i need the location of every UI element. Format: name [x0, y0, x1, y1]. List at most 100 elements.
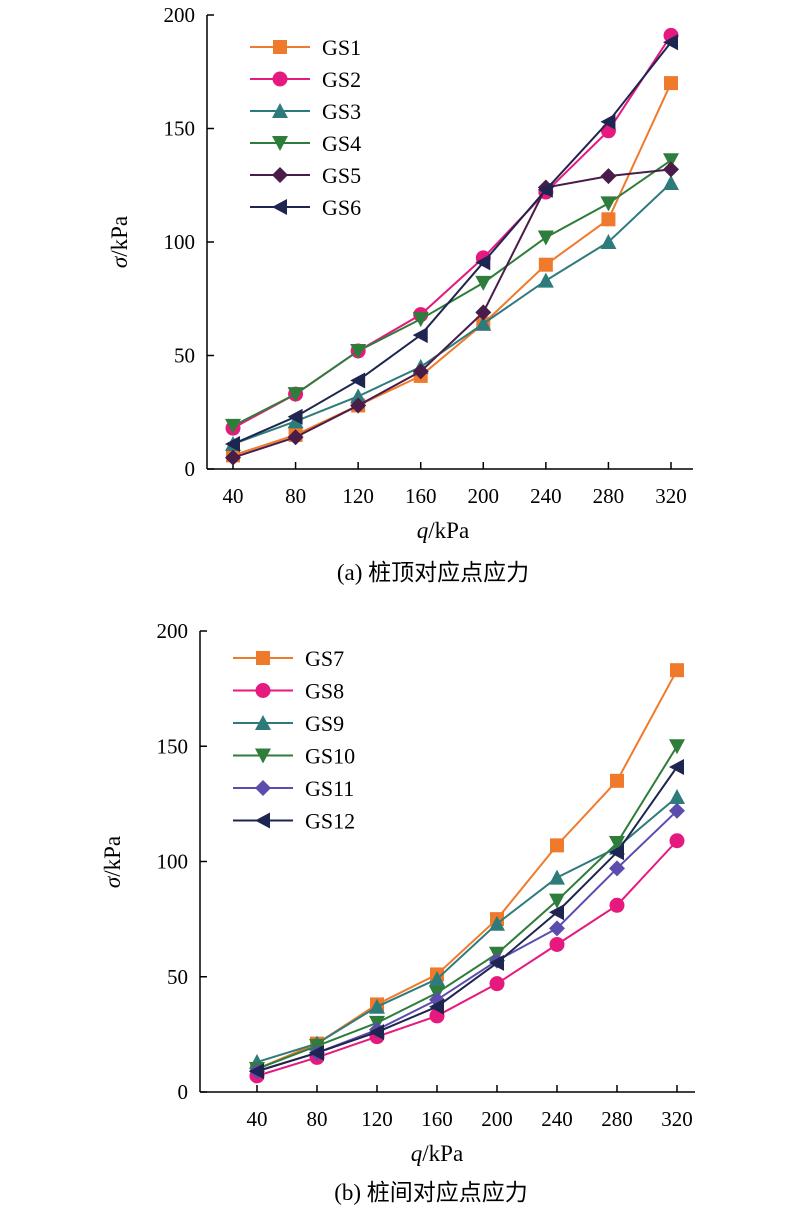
chart-b-x-axis-label: q/kPa	[411, 1141, 463, 1166]
series-gs4-line	[232, 159, 672, 427]
series-gs12-point	[489, 954, 504, 971]
series-gs11-point	[549, 920, 565, 937]
series-gs12-point	[669, 758, 684, 775]
series-gs5-point	[225, 449, 241, 466]
series-gs6-point	[350, 372, 366, 389]
series-gs3-point	[475, 315, 492, 331]
series-gs5-point	[412, 363, 429, 380]
legend-gs7-marker	[256, 651, 270, 665]
legend-gs10-marker	[255, 748, 271, 764]
series-gs12-point	[549, 904, 564, 921]
chart-b-x-tick-label: 240	[541, 1107, 573, 1131]
series-gs1-line	[232, 82, 672, 457]
legend-gs9-marker	[255, 715, 271, 730]
series-gs8-point	[549, 936, 565, 952]
series-gs12-line	[256, 766, 678, 1073]
chart-a-y-axis-var: σ	[107, 255, 132, 268]
series-gs9-point	[369, 998, 385, 1014]
series-gs12-point	[429, 998, 444, 1015]
series-gs3-point	[350, 388, 367, 404]
chart-b: 0 50 100 150 200 40 80 120 160 200 240 280 320 q/kPa σ…	[0, 605, 800, 1210]
series-gs4-point	[225, 418, 241, 434]
chart-b-x-tick-label: 200	[481, 1107, 513, 1131]
series-gs10-point	[669, 739, 685, 755]
series-gs10-point	[549, 893, 565, 909]
legend-gs10-label: GS10	[305, 744, 355, 769]
chart-a-x-tick-label: 40	[223, 484, 244, 508]
legend-gs6-marker	[272, 199, 287, 215]
legend-gs2-label: GS2	[322, 67, 361, 92]
series-gs6-point	[537, 181, 553, 198]
series-gs5-line	[232, 168, 672, 459]
chart-a-x-tick-label: 200	[468, 484, 500, 508]
legend-gs11-marker	[255, 780, 271, 796]
legend-gs6-label: GS6	[322, 195, 361, 220]
series-gs9-point	[549, 869, 565, 885]
chart-a-y-axis-label: σ/kPa	[107, 216, 132, 268]
chart-a-y-tick-label: 0	[185, 457, 196, 481]
series-gs4-point	[350, 343, 367, 359]
chart-b-x-tick-label: 80	[307, 1107, 328, 1131]
series-gs7-point	[610, 773, 624, 788]
chart-b-y-tick-label: 50	[167, 965, 188, 989]
chart-a-x-tick-label: 80	[285, 484, 306, 508]
series-gs8-point	[669, 833, 685, 849]
chart-a-caption: (a) 桩顶对应点应力	[337, 560, 529, 585]
legend-gs4-marker	[272, 136, 288, 151]
series-gs1-point	[601, 212, 616, 227]
chart-a-x-tick-label: 240	[530, 484, 562, 508]
series-gs4-point	[663, 153, 679, 169]
series-gs8-point	[489, 976, 505, 992]
chart-a: 0 50 100 150 200 40 80 120 160 200 240 280 320 q/kPa σ…	[0, 0, 800, 600]
legend-gs12-marker	[255, 812, 270, 829]
legend-gs5-marker	[272, 167, 288, 183]
series-gs7-point	[550, 838, 564, 853]
series-gs9-point	[669, 788, 685, 804]
chart-a-legend: GS1 GS2 GS3 GS4 GS5 GS6	[250, 35, 361, 220]
series-gs4	[225, 153, 679, 434]
series-gs6-point	[225, 436, 240, 453]
series-gs3-point	[600, 234, 617, 249]
chart-b-x-tick-label: 160	[421, 1107, 453, 1131]
series-gs4-point	[412, 312, 429, 328]
chart-a-x-axis-label: q/kPa	[417, 518, 469, 543]
chart-b-y-axis-unit: /kPa	[100, 836, 125, 877]
legend-gs1-marker	[273, 40, 287, 54]
chart-a-x-axis-var: q	[417, 518, 429, 543]
series-gs9-point	[489, 915, 505, 931]
chart-b-y-tick-label: 150	[157, 734, 189, 758]
series-gs3-point	[537, 272, 554, 288]
series-gs11-point	[669, 802, 685, 819]
chart-a-y-tick-label: 200	[164, 3, 196, 27]
chart-b-x-tick-label: 280	[601, 1107, 633, 1131]
series-gs12-point	[609, 844, 624, 861]
series-gs12-point	[369, 1024, 384, 1041]
series-gs3-point	[663, 174, 679, 190]
series-gs5-point	[287, 429, 304, 446]
series-gs4-point	[537, 230, 554, 246]
series-gs6-point	[663, 34, 678, 51]
series-gs9-point	[429, 971, 445, 987]
legend-gs12-label: GS12	[305, 809, 355, 834]
series-gs4-point	[475, 275, 492, 291]
chart-a-x-axis-unit: /kPa	[428, 518, 469, 543]
chart-a-x-tick-label: 160	[405, 484, 437, 508]
chart-b-y-axis-var: σ	[100, 875, 125, 888]
chart-b-x-tick-label: 320	[661, 1107, 693, 1131]
series-gs6-point	[475, 254, 491, 271]
series-gs5-point	[350, 397, 367, 414]
series-gs1-point	[538, 257, 553, 272]
chart-a-y-tick-label: 150	[164, 117, 196, 141]
legend-gs8-marker	[255, 683, 271, 698]
series-gs8-point	[609, 897, 625, 913]
chart-a-x-tick-label: 120	[342, 484, 374, 508]
legend-gs8-label: GS8	[305, 679, 344, 704]
chart-b-caption: (b) 桩间对应点应力	[334, 1180, 528, 1205]
series-gs3	[225, 174, 679, 452]
legend-gs4-label: GS4	[322, 131, 361, 156]
chart-a-y-tick-label: 100	[164, 230, 196, 254]
series-gs7-point	[670, 663, 684, 678]
series-gs6-line	[232, 41, 672, 445]
legend-gs3-marker	[272, 103, 288, 118]
